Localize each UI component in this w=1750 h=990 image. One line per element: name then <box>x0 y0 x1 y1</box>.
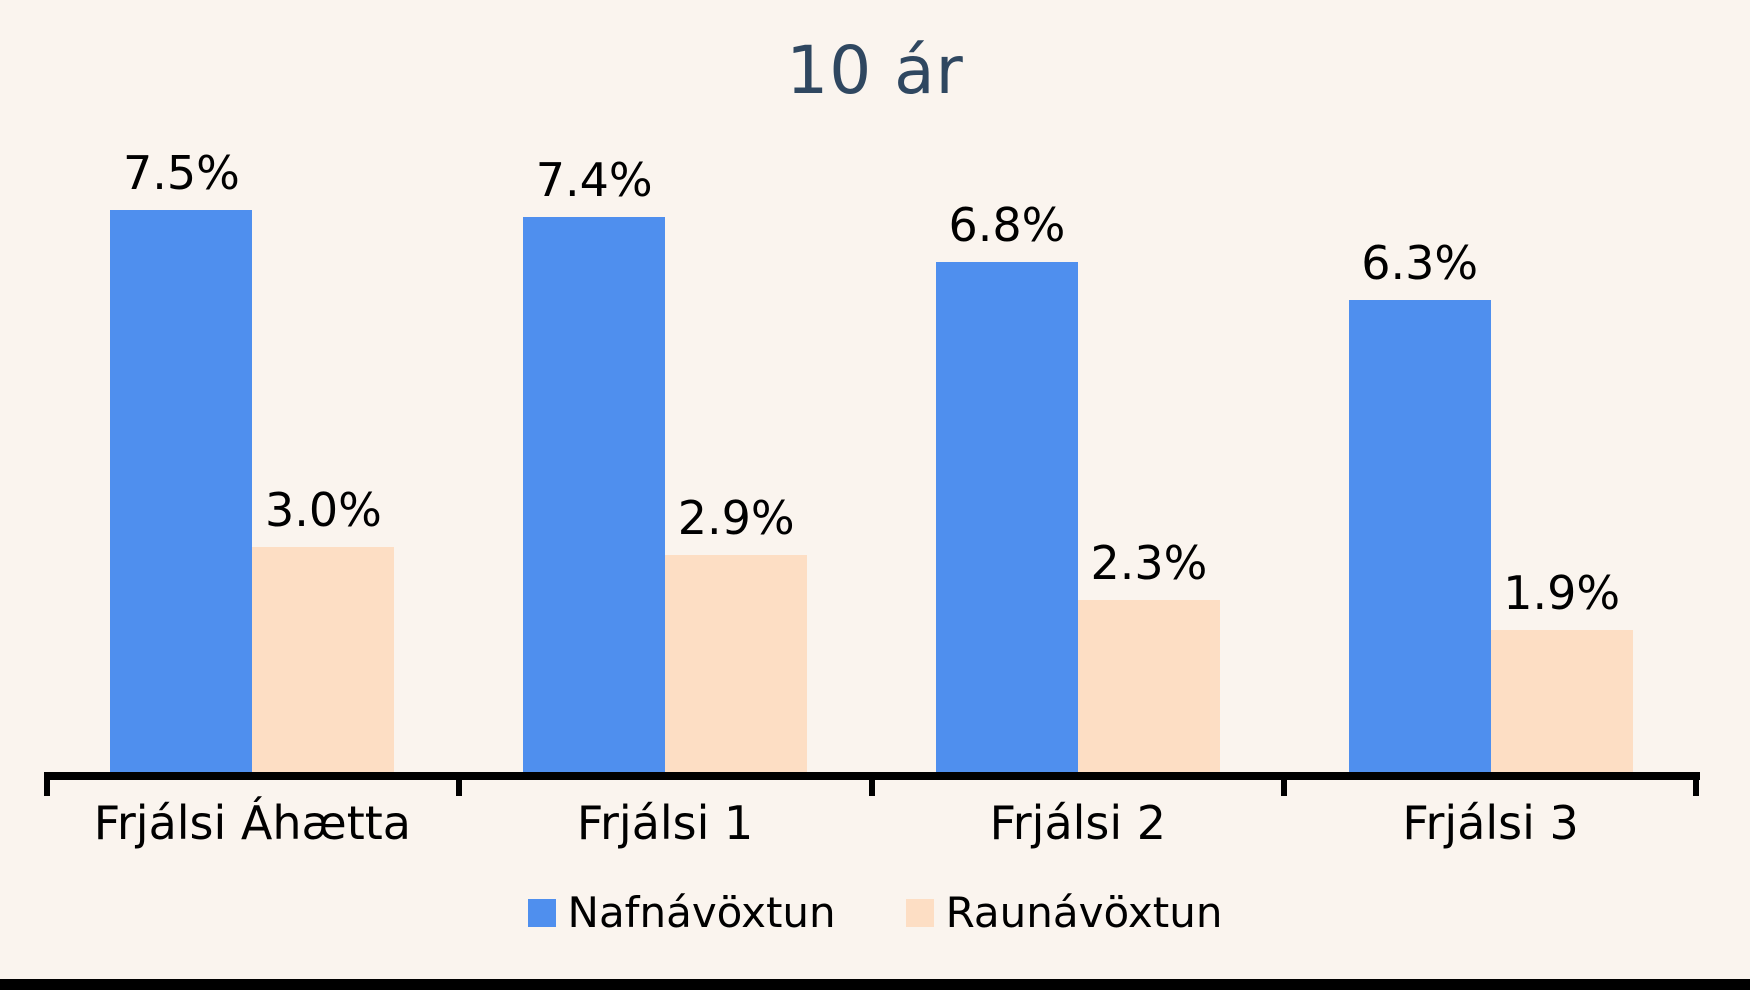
bar-value-label: 3.0% <box>264 483 382 537</box>
x-axis-tick <box>868 772 875 796</box>
x-axis-label-frjalsi-ahaetta: Frjálsi Áhætta <box>93 796 411 850</box>
x-axis-tick <box>44 772 50 796</box>
bar-nafnavoxtun <box>523 217 666 772</box>
bar-nafnavoxtun <box>1348 299 1491 772</box>
legend-label-nafnavoxtun: Nafnávöxtun <box>567 888 836 937</box>
bar-value-label: 7.5% <box>122 145 240 200</box>
x-axis-labels: Frjálsi Áhætta Frjálsi 1 Frjálsi 2 Frjál… <box>46 796 1697 850</box>
bar-raunavoxtun <box>665 554 808 772</box>
x-axis-tick <box>1281 772 1288 796</box>
bar-value-label: 6.8% <box>948 198 1066 252</box>
bar-raunavoxtun <box>1490 629 1633 772</box>
bar-nafnavoxtun <box>935 262 1078 772</box>
bar-nafnavoxtun <box>110 209 253 772</box>
bar-value-label: 1.9% <box>1503 565 1621 620</box>
x-axis-tick <box>455 772 462 796</box>
bar-value-label: 6.3% <box>1361 235 1479 290</box>
legend-label-raunavoxtun: Raunávöxtun <box>945 888 1223 937</box>
legend-item-raunavoxtun: Raunávöxtun <box>905 888 1223 937</box>
x-axis-label-frjalsi-3: Frjálsi 3 <box>1402 796 1579 850</box>
bar-value-label: 7.4% <box>535 153 653 207</box>
legend-swatch-raunavoxtun-icon <box>905 898 934 927</box>
legend-item-nafnavoxtun: Nafnávöxtun <box>527 888 836 937</box>
x-axis-label-frjalsi-1: Frjálsi 1 <box>576 796 754 850</box>
x-axis-tick <box>1693 772 1699 796</box>
x-axis-label-frjalsi-2: Frjálsi 2 <box>989 796 1167 850</box>
bottom-border-strip <box>0 979 1750 990</box>
bar-value-label: 2.9% <box>677 490 795 545</box>
bar-raunavoxtun <box>252 547 395 772</box>
bar-raunavoxtun <box>1077 599 1220 772</box>
chart-title: 10 ár <box>786 32 964 109</box>
bar-value-label: 2.3% <box>1090 535 1208 590</box>
legend-swatch-nafnavoxtun-icon <box>527 898 556 927</box>
legend: Nafnávöxtun Raunávöxtun <box>0 888 1750 937</box>
